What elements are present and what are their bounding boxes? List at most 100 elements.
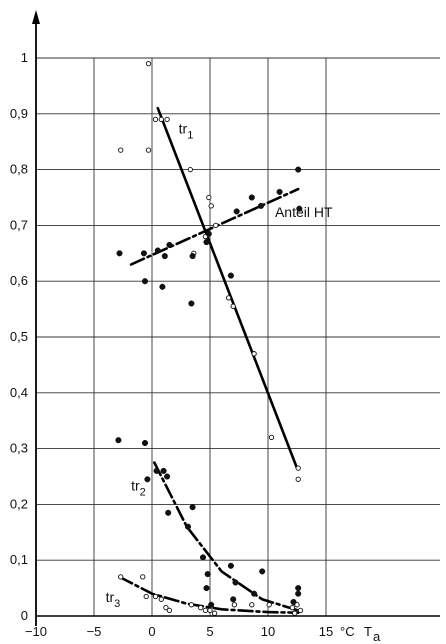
data-point-tr3 xyxy=(143,593,149,600)
y-tick-label: 0,9 xyxy=(10,106,28,121)
y-tick-label: 0,6 xyxy=(10,273,28,288)
data-point-anteil-ht xyxy=(141,278,149,285)
data-point-tr2 xyxy=(199,554,207,561)
data-point-tr2 xyxy=(230,596,237,603)
fit-line-tr3 xyxy=(118,575,300,614)
data-point-tr3 xyxy=(158,596,164,602)
data-point-tr3 xyxy=(207,607,213,614)
data-point-tr2 xyxy=(208,601,215,608)
grid xyxy=(36,57,440,616)
data-point-tr1 xyxy=(230,303,236,309)
data-point-tr2 xyxy=(204,571,211,578)
data-point-tr3 xyxy=(249,602,255,608)
data-point-anteil-ht xyxy=(295,166,302,173)
data-point-tr1 xyxy=(295,476,301,482)
data-point-anteil-ht xyxy=(188,300,195,307)
data-point-tr3 xyxy=(198,604,204,611)
data-point-tr1 xyxy=(268,434,275,441)
data-point-tr3 xyxy=(297,607,304,614)
data-point-tr1 xyxy=(164,116,170,123)
data-point-tr2 xyxy=(251,590,258,597)
data-point-anteil-ht xyxy=(159,283,166,290)
data-point-tr3 xyxy=(163,604,169,611)
data-point-tr3 xyxy=(188,602,195,608)
data-point-tr1 xyxy=(295,465,301,471)
data-point-tr2 xyxy=(189,504,196,511)
data-point-tr2 xyxy=(227,562,234,569)
data-point-tr2 xyxy=(259,568,266,575)
data-point-anteil-ht xyxy=(140,250,147,257)
data-point-tr1 xyxy=(251,351,257,357)
fit-line-tr1 xyxy=(156,106,299,470)
y-tick-label: 0,4 xyxy=(10,385,28,400)
data-point-tr2 xyxy=(160,467,167,474)
data-point-tr3 xyxy=(289,604,296,611)
data-point-anteil-ht xyxy=(203,239,210,246)
x-axis-label: T xyxy=(364,624,372,639)
data-point-tr3 xyxy=(140,574,146,580)
data-point-tr2 xyxy=(184,523,192,530)
x-tick-label: 5 xyxy=(206,624,213,639)
data-point-tr1 xyxy=(145,147,152,153)
data-point-anteil-ht xyxy=(154,247,161,254)
data-point-tr1 xyxy=(206,194,212,201)
x-tick-label: 10 xyxy=(261,624,275,639)
x-tick-label: 15 xyxy=(319,624,333,639)
data-point-tr3 xyxy=(294,602,300,608)
y-tick-label: 0,5 xyxy=(10,329,28,344)
data-point-tr1 xyxy=(187,166,193,173)
data-point-anteil-ht xyxy=(296,205,303,212)
data-point-anteil-ht xyxy=(166,241,173,248)
data-point-anteil-ht xyxy=(161,253,168,260)
annotation-tr2: tr2 xyxy=(131,477,146,498)
x-axis-label-sub: a xyxy=(373,629,381,644)
data-point-anteil-ht xyxy=(257,202,265,209)
data-point-tr3 xyxy=(118,574,124,580)
x-tick-label: 0 xyxy=(148,624,155,639)
data-point-tr2 xyxy=(144,476,151,483)
data-point-tr1 xyxy=(152,116,159,123)
x-tick-label: −5 xyxy=(87,624,102,639)
y-tick-label: 0 xyxy=(21,608,28,623)
fit-line-tr2 xyxy=(153,461,300,612)
data-point-tr1 xyxy=(145,60,152,67)
data-point-tr3 xyxy=(152,593,159,600)
annotation-anteil-ht: Anteil HT xyxy=(275,204,333,220)
data-point-tr1 xyxy=(158,116,164,123)
data-point-anteil-ht xyxy=(189,253,196,260)
data-point-tr2 xyxy=(153,467,160,474)
data-point-tr2 xyxy=(165,509,172,516)
annotation-tr1: tr1 xyxy=(179,120,194,141)
data-point-tr3 xyxy=(202,607,209,614)
data-point-tr2 xyxy=(115,437,122,444)
data-point-tr1 xyxy=(225,295,232,301)
y-tick-label: 0,3 xyxy=(10,441,28,456)
data-point-tr3 xyxy=(266,602,272,608)
data-point-anteil-ht xyxy=(276,188,283,195)
data-point-tr3 xyxy=(292,610,298,616)
y-tick-label: 1 xyxy=(21,50,28,65)
data-point-tr2 xyxy=(295,590,302,597)
data-point-tr2 xyxy=(203,585,210,592)
data-point-anteil-ht xyxy=(233,208,240,215)
data-point-tr2 xyxy=(141,439,149,447)
data-point-tr3 xyxy=(231,602,238,608)
y-tick-label: 0,2 xyxy=(10,496,28,511)
tick-labels: 0 0,1 0,2 0,3 0,4 0,5 0,6 0,7 0,8 0,9 1 −10 −5 0 5 10 15… xyxy=(10,50,381,644)
data-point-anteil-ht xyxy=(248,194,255,201)
data-point-anteil-ht xyxy=(116,250,123,257)
x-axis-unit: °C xyxy=(340,624,355,639)
y-tick-label: 0,8 xyxy=(10,162,28,177)
data-point-tr1 xyxy=(118,147,124,153)
data-point-tr3 xyxy=(211,610,218,616)
fit-lines xyxy=(118,106,300,614)
data-point-tr2 xyxy=(295,585,302,592)
y-tick-label: 0,7 xyxy=(10,217,28,232)
x-tick-label: −10 xyxy=(25,624,47,639)
data-point-anteil-ht xyxy=(227,272,234,279)
annotation-tr3: tr3 xyxy=(106,589,121,610)
data-point-tr1 xyxy=(208,203,214,209)
data-point-tr2 xyxy=(232,579,239,586)
data-point-tr1 xyxy=(213,222,219,229)
